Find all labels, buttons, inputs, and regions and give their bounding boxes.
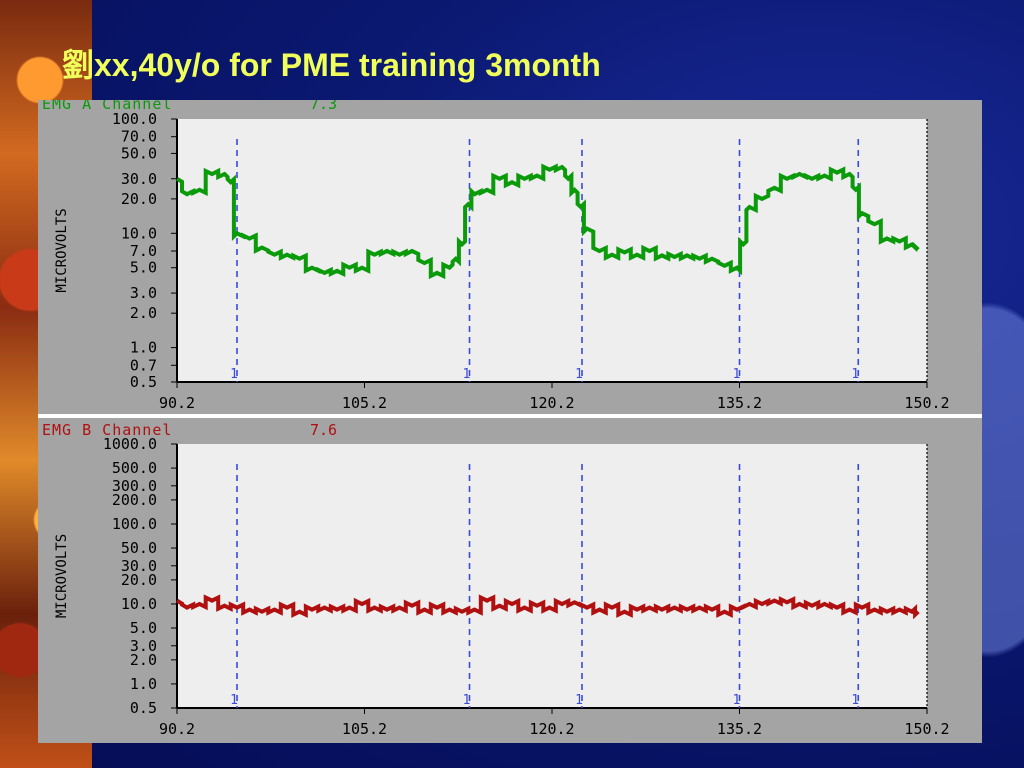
chart-b-header-value: 7.6 <box>310 421 337 439</box>
chart-a-y-tick-label: 70.0 <box>121 128 157 146</box>
chart-b-header: EMG B Channel <box>42 421 172 439</box>
chart-a-series-line <box>175 163 920 280</box>
chart-b-event-marker-label: 1 <box>230 693 238 708</box>
chart-a-y-tick-label: 0.7 <box>130 356 157 374</box>
chart-b-y-tick-label: 5.0 <box>130 619 157 637</box>
chart-b-event-marker-label: 1 <box>575 693 583 708</box>
chart-b-y-tick-label: 0.5 <box>130 699 157 717</box>
chart-b-y-tick-label: 50.0 <box>121 539 157 557</box>
chart-b-y-tick-label: 200.0 <box>112 491 157 509</box>
chart-a-event-marker-label: 1 <box>230 367 238 382</box>
chart-a-y-tick-label: 7.0 <box>130 242 157 260</box>
chart-a-y-tick-label: 2.0 <box>130 304 157 322</box>
chart-b-y-tick-label: 1.0 <box>130 675 157 693</box>
chart-b-x-tick-label: 90.2 <box>159 720 195 738</box>
chart-b-y-tick-label: 30.0 <box>121 557 157 575</box>
chart-b-x-tick-label: 120.2 <box>529 720 574 738</box>
chart-a-y-tick-label: 100.0 <box>112 110 157 128</box>
chart-a-header-value: 7.3 <box>310 100 337 113</box>
chart-a-y-tick-label: 1.0 <box>130 339 157 357</box>
chart-a-event-marker-label: 1 <box>851 367 859 382</box>
chart-b-event-marker-label: 1 <box>851 693 859 708</box>
chart-a-y-tick-label: 10.0 <box>121 224 157 242</box>
chart-b-event-marker-label: 1 <box>463 693 471 708</box>
chart-b-y-tick-label: 2.0 <box>130 651 157 669</box>
chart-b-y-tick-label: 300.0 <box>112 477 157 495</box>
chart-b-plot-area <box>177 444 927 708</box>
chart-b-y-tick-label: 100.0 <box>112 515 157 533</box>
slide-title: 劉xx,40y/o for PME training 3month <box>62 47 601 83</box>
chart-b-y-tick-label: 10.0 <box>121 595 157 613</box>
emg-charts: EMG A Channel 7.3MICROVOLTS100.070.050.03… <box>38 100 982 738</box>
chart-a-y-tick-label: 50.0 <box>121 144 157 162</box>
chart-b-x-tick-label: 150.2 <box>904 720 949 738</box>
chart-a-x-tick-label: 120.2 <box>529 394 574 412</box>
chart-a-y-tick-label: 0.5 <box>130 373 157 391</box>
pane-divider <box>38 414 982 418</box>
chart-b-y-tick-label: 3.0 <box>130 637 157 655</box>
chart-b-y-tick-label: 20.0 <box>121 571 157 589</box>
chart-b-event-marker-label: 1 <box>733 693 741 708</box>
chart-a-y-tick-label: 20.0 <box>121 190 157 208</box>
chart-b-y-tick-label: 1000.0 <box>103 435 157 453</box>
chart-a-event-marker-label: 1 <box>575 367 583 382</box>
chart-b-y-axis-label: MICROVOLTS <box>54 534 70 618</box>
chart-a-y-tick-label: 5.0 <box>130 259 157 277</box>
chart-b-x-tick-label: 105.2 <box>342 720 387 738</box>
chart-a-y-tick-label: 3.0 <box>130 284 157 302</box>
chart-b-series-line <box>175 594 920 620</box>
chart-a-x-tick-label: 105.2 <box>342 394 387 412</box>
chart-a-x-tick-label: 135.2 <box>717 394 762 412</box>
chart-a-event-marker-label: 1 <box>733 367 741 382</box>
chart-a-y-axis-label: MICROVOLTS <box>54 208 70 292</box>
chart-a-x-tick-label: 150.2 <box>904 394 949 412</box>
chart-b-x-tick-label: 135.2 <box>717 720 762 738</box>
chart-a-plot-area <box>177 119 927 382</box>
chart-a-x-tick-label: 90.2 <box>159 394 195 412</box>
chart-b-y-tick-label: 500.0 <box>112 459 157 477</box>
chart-a-header: EMG A Channel <box>42 100 172 113</box>
chart-a-y-tick-label: 30.0 <box>121 170 157 188</box>
chart-a-event-marker-label: 1 <box>463 367 471 382</box>
emg-chart-panel: EMG A Channel 7.3 MICROVOLTS 100.0 70.0 50.0 3… <box>38 100 982 743</box>
